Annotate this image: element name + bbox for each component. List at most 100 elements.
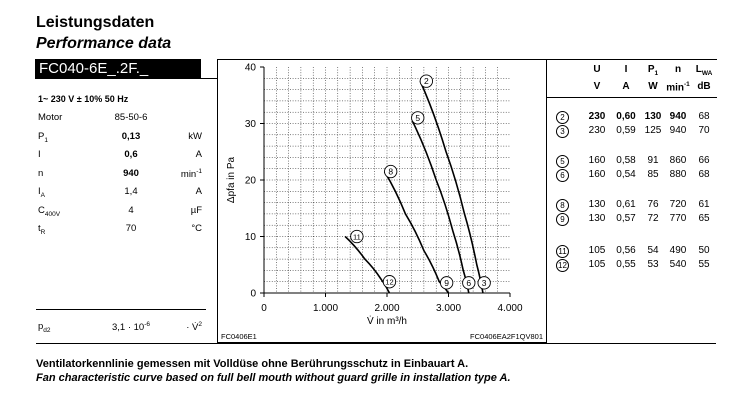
row-id-badge: 9 bbox=[556, 213, 569, 226]
curve-marker-6: 6 bbox=[462, 276, 476, 290]
spec-row: I 0,6 A bbox=[38, 149, 204, 163]
table-cell: 160 bbox=[588, 169, 606, 180]
table-cell: 230 bbox=[588, 125, 606, 136]
table-cell: 0,55 bbox=[616, 259, 636, 270]
curve-5 bbox=[411, 120, 470, 294]
row-id-badge: 2 bbox=[556, 111, 569, 124]
curve-marker-5: 5 bbox=[411, 111, 425, 125]
svg-text:9: 9 bbox=[444, 278, 449, 288]
curve-marker-11: 11 bbox=[350, 229, 364, 244]
row-id-badge: 5 bbox=[556, 155, 569, 168]
chart-frame bbox=[217, 59, 547, 343]
y-tick-label: 40 bbox=[245, 63, 257, 74]
table-cell: 70 bbox=[698, 125, 710, 136]
table-header-cell: LWA bbox=[695, 64, 713, 77]
table-cell: 76 bbox=[647, 199, 659, 210]
row-id-badge: 6 bbox=[556, 169, 569, 182]
table-cell: 940 bbox=[669, 125, 687, 136]
table-cell: 130 bbox=[588, 213, 606, 224]
spec-row: Motor 85-50-6 bbox=[38, 112, 204, 126]
curve-marker-8: 8 bbox=[384, 164, 398, 179]
spec-label: n bbox=[38, 167, 44, 179]
spec-label: Motor bbox=[38, 112, 63, 123]
spec-value: 85-50-6 bbox=[114, 112, 148, 123]
spec-rule bbox=[36, 309, 206, 310]
row-id-badge: 11 bbox=[556, 245, 569, 258]
table-cell: 61 bbox=[698, 199, 710, 210]
footer-rule bbox=[36, 343, 716, 344]
table-header-cell: U bbox=[593, 64, 601, 75]
spec-unit: kW bbox=[188, 130, 202, 142]
svg-text:11: 11 bbox=[353, 233, 361, 242]
table-cell: 540 bbox=[669, 259, 687, 270]
table-cell: 68 bbox=[698, 169, 710, 180]
table-header-cell: I bbox=[624, 64, 628, 75]
chart-ticks: 0 10 20 30 40 0 1.000 2.000 3.000 4.000 bbox=[245, 63, 523, 315]
table-cell: 770 bbox=[669, 213, 687, 224]
table-header-cell: P1 bbox=[647, 64, 659, 77]
x-tick-label: 3.000 bbox=[436, 303, 461, 314]
footer-german: Ventilatorkennlinie gemessen mit Volldüs… bbox=[36, 358, 469, 370]
table-cell: 0,57 bbox=[616, 213, 636, 224]
table-cell: 130 bbox=[644, 111, 662, 122]
spec-row: tR 70 °C bbox=[38, 223, 204, 237]
table-cell: 860 bbox=[669, 155, 687, 166]
table-cell: 130 bbox=[588, 199, 606, 210]
table-top-rule bbox=[547, 59, 717, 60]
table-cell: 0,56 bbox=[616, 245, 636, 256]
spec-value: 1,4 bbox=[124, 186, 138, 197]
svg-text:8: 8 bbox=[388, 167, 393, 177]
x-tick-label: 1.000 bbox=[313, 303, 338, 314]
x-axis-label: V̇ in m³/h bbox=[367, 314, 407, 327]
footer-english: Fan characteristic curve based on full b… bbox=[36, 372, 511, 384]
table-cell: 0,54 bbox=[616, 169, 636, 180]
title-english: Performance data bbox=[36, 35, 172, 52]
table-unit-cell: A bbox=[622, 81, 630, 92]
row-id-badge: 3 bbox=[556, 125, 569, 138]
table-cell: 0,61 bbox=[616, 199, 636, 210]
spec-label: tR bbox=[38, 223, 46, 236]
table-cell: 72 bbox=[647, 213, 659, 224]
table-cell: 85 bbox=[647, 169, 659, 180]
performance-chart: 2 5 8 11 12 9 6 3 0 10 20 30 40 0 1.000 2.000 3.000 4.00… bbox=[221, 63, 543, 342]
pd2-label: pd2 bbox=[38, 321, 51, 334]
curve-marker-2: 2 bbox=[419, 74, 434, 88]
x-tick-label: 0 bbox=[261, 303, 267, 314]
spec-unit: µF bbox=[190, 204, 202, 216]
spec-row: n 940 min-1 bbox=[38, 168, 204, 182]
chart-markers: 2 5 8 11 12 9 6 3 bbox=[350, 74, 491, 290]
table-cell: 54 bbox=[647, 245, 659, 256]
y-tick-label: 10 bbox=[245, 232, 257, 243]
chart-code-left: FC0406E1 bbox=[221, 332, 257, 341]
table-cell: 55 bbox=[698, 259, 710, 270]
table-head-rule bbox=[547, 97, 717, 98]
table-cell: 490 bbox=[669, 245, 687, 256]
spec-value: 0,13 bbox=[121, 130, 141, 142]
table-cell: 0,59 bbox=[616, 125, 636, 136]
y-axis-label: Δpfa in Pa bbox=[226, 156, 237, 203]
table-cell: 230 bbox=[588, 111, 606, 122]
spec-unit: °C bbox=[191, 223, 202, 234]
table-cell: 0,60 bbox=[616, 111, 636, 122]
table-cell: 105 bbox=[588, 259, 606, 270]
spec-value: 4 bbox=[128, 204, 134, 216]
supply-spec: 1~ 230 V ± 10% 50 Hz bbox=[38, 94, 129, 104]
spec-label: P1 bbox=[38, 130, 48, 144]
table-cell: 50 bbox=[698, 245, 710, 256]
curve-2 bbox=[419, 80, 484, 294]
svg-text:5: 5 bbox=[415, 113, 420, 123]
spec-unit: A bbox=[195, 149, 202, 160]
table-header-cell: n bbox=[674, 64, 682, 75]
pd2-unit: · V̇2 bbox=[186, 321, 202, 334]
spec-row: P1 0,13 kW bbox=[38, 131, 204, 145]
row-id-badge: 8 bbox=[556, 199, 569, 212]
curve-11 bbox=[344, 235, 391, 294]
y-tick-label: 0 bbox=[250, 289, 256, 300]
svg-text:6: 6 bbox=[466, 278, 471, 288]
table-unit-cell: dB bbox=[697, 81, 711, 92]
spec-label: IA bbox=[38, 186, 45, 199]
table-cell: 880 bbox=[669, 169, 687, 180]
table-unit-cell: W bbox=[648, 81, 658, 92]
spec-unit: A bbox=[195, 186, 202, 197]
spec-label: I bbox=[38, 149, 41, 160]
